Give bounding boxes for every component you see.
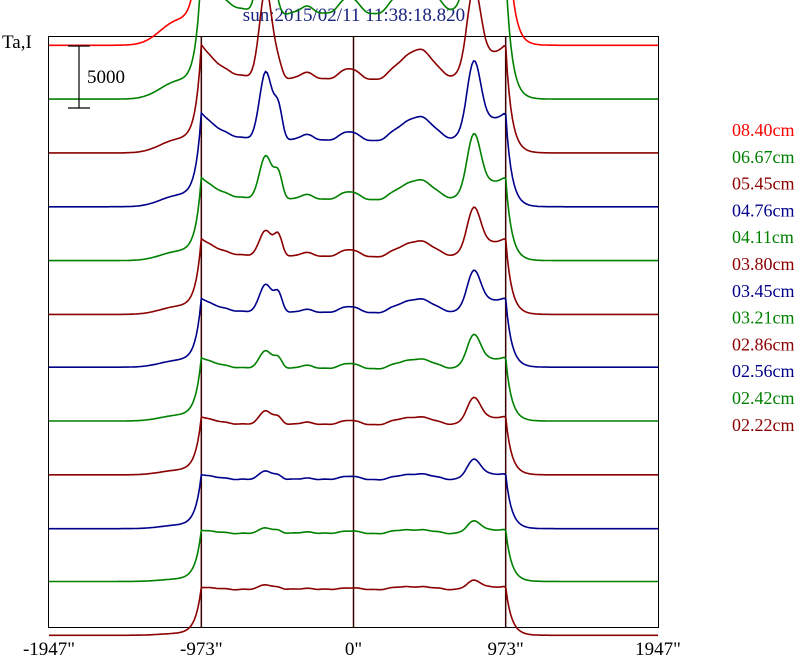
plot-frame bbox=[48, 36, 659, 628]
legend-entry: 08.40cm bbox=[732, 120, 795, 140]
x-tick-label: 0" bbox=[345, 639, 362, 660]
scale-bar-label: 5000 bbox=[87, 67, 125, 88]
series-line-11 bbox=[49, 579, 658, 637]
series-line-4 bbox=[49, 132, 658, 262]
x-tick-label: 973" bbox=[488, 639, 524, 660]
x-tick-label: 1947" bbox=[635, 639, 681, 660]
series-line-5 bbox=[49, 206, 658, 316]
x-tick-label: -1947" bbox=[23, 639, 75, 660]
series-line-9 bbox=[49, 458, 658, 530]
reference-lines bbox=[200, 37, 507, 627]
legend-entry: 04.11cm bbox=[732, 227, 794, 247]
series-line-2 bbox=[49, 0, 658, 154]
legend-entry: 02.86cm bbox=[732, 334, 795, 354]
x-tick-label: -973" bbox=[180, 639, 223, 660]
series-line-3 bbox=[49, 59, 658, 208]
series-line-7 bbox=[49, 333, 658, 422]
series-line-8 bbox=[49, 396, 658, 476]
legend-entry: 03.80cm bbox=[732, 254, 795, 274]
y-axis-label: Ta,I bbox=[2, 32, 32, 53]
x-axis-ticks: -1947" -973" 0" 973" 1947" bbox=[23, 639, 681, 660]
legend-entry: 04.76cm bbox=[732, 200, 795, 220]
series-lines bbox=[49, 0, 658, 637]
legend-entry: 02.56cm bbox=[732, 361, 795, 381]
legend-entry: 02.22cm bbox=[732, 415, 795, 435]
series-line-6 bbox=[49, 269, 658, 368]
legend-entry: 05.45cm bbox=[732, 174, 795, 194]
chart-title: sun:2015/02/11 11:38:18.820 bbox=[243, 5, 465, 26]
legend-entry: 06.67cm bbox=[732, 147, 795, 167]
legend-entry: 03.21cm bbox=[732, 308, 795, 328]
series-line-0 bbox=[49, 0, 658, 47]
legend: 08.40cm 06.67cm 05.45cm 04.76cm 04.11cm 03.80… bbox=[732, 120, 795, 435]
series-line-1 bbox=[49, 0, 658, 100]
legend-entry: 02.42cm bbox=[732, 388, 795, 408]
series-line-10 bbox=[49, 519, 658, 583]
legend-entry: 03.45cm bbox=[732, 281, 795, 301]
scale-bar: 5000 bbox=[68, 45, 125, 109]
